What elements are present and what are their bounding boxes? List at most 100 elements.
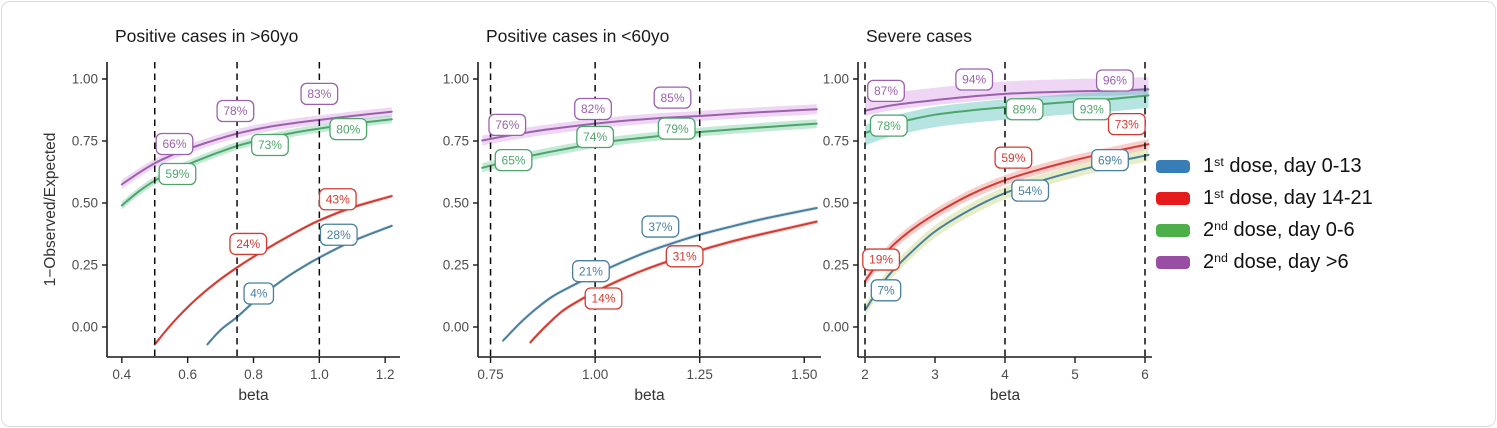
annotation-text: 37% xyxy=(648,220,672,234)
legend: 1st dose, day 0-13 1st dose, day 14-21 2nd… xyxy=(1156,150,1373,278)
annotation-dose2_late-76%: 76% xyxy=(488,113,527,137)
annotation-dose1_late-14%: 14% xyxy=(584,287,623,310)
annotation-box xyxy=(665,245,704,268)
legend-item-dose2_early: 2nd dose, day 0-6 xyxy=(1156,214,1373,246)
annotation-dose2_early-78%: 78% xyxy=(869,114,908,137)
annotation-text: 69% xyxy=(1098,153,1122,167)
axes: 0.00 0.25 0.50 0.75 1.00 0.4 0.6 0.8 1.0 1.2 xyxy=(72,62,400,382)
annotation-box xyxy=(870,279,902,302)
curve-dose1_late xyxy=(153,195,393,346)
annotation-box xyxy=(584,287,623,310)
figure-row: 0.00 0.25 0.50 0.75 1.00 0.4 0.6 0.8 1.0 1.2 beta 1… xyxy=(2,2,1495,404)
x-tick-label: 1.00 xyxy=(582,367,608,382)
annotation-box xyxy=(1091,148,1129,172)
annotation-dose2_late-94%: 94% xyxy=(955,68,994,91)
y-tick-label: 0.00 xyxy=(72,320,98,335)
curve-dose1_early xyxy=(502,207,818,342)
annotation-dose1_late-73%: 73% xyxy=(1107,112,1146,136)
y-tick-label: 0.75 xyxy=(72,134,98,149)
annotation-box xyxy=(318,188,357,211)
annotation-text: 74% xyxy=(583,130,607,144)
y-tick-label: 0.25 xyxy=(443,258,469,273)
x-tick-label: 4 xyxy=(1001,367,1009,382)
annotation-dose2_early-73%: 73% xyxy=(251,133,289,157)
annotation-text: 87% xyxy=(874,84,898,98)
annotation-labels: 66% 78% 83% 59% 73% 80% 24% 43% 4% 28% xyxy=(155,82,368,305)
annotation-text: 21% xyxy=(579,264,603,278)
annotation-box xyxy=(869,114,908,137)
annotation-box xyxy=(158,162,197,186)
annotation-box xyxy=(867,79,905,103)
annotation-text: 31% xyxy=(673,250,697,264)
y-tick-label: 0.50 xyxy=(443,196,469,211)
legend-label: 1st dose, day 14-21 xyxy=(1203,186,1373,209)
x-tick-label: 1.2 xyxy=(376,367,395,382)
annotation-box xyxy=(329,117,368,141)
band-dose1_late xyxy=(530,219,817,345)
annotation-text: 78% xyxy=(223,104,247,118)
annotation-text: 89% xyxy=(1013,102,1037,116)
x-tick-label: 1.0 xyxy=(310,367,329,382)
band-dose1_late xyxy=(154,194,392,347)
annotation-dose1_early-37%: 37% xyxy=(641,215,680,238)
annotation-box xyxy=(1005,98,1044,121)
annotation-text: 80% xyxy=(336,122,360,136)
annotation-text: 24% xyxy=(236,237,260,251)
y-tick-label: 0.75 xyxy=(443,134,469,149)
annotation-text: 14% xyxy=(591,292,615,306)
annotation-dose1_early-28%: 28% xyxy=(319,223,358,246)
legend-label: 1st dose, day 0-13 xyxy=(1203,154,1362,177)
annotation-box xyxy=(1011,179,1050,202)
curve-dose1_late xyxy=(529,220,818,344)
y-tick-label: 0.75 xyxy=(823,134,849,149)
annotation-text: 82% xyxy=(581,102,605,116)
annotation-box xyxy=(955,68,994,91)
y-tick-label: 0.25 xyxy=(823,258,849,273)
annotation-dose2_early-79%: 79% xyxy=(657,117,696,140)
curve-dose2_late xyxy=(864,88,1150,112)
x-tick-label: 0.75 xyxy=(477,367,503,382)
y-tick-label: 1.00 xyxy=(72,72,98,87)
chart-panel-positive-cases-under-60yo: 0.00 0.25 0.50 0.75 1.00 0.75 1.00 1.25 1.50 beta… xyxy=(443,26,821,404)
x-tick-label: 0.6 xyxy=(178,367,197,382)
x-axis-title: beta xyxy=(634,387,665,404)
annotation-dose1_late-31%: 31% xyxy=(665,245,704,268)
annotation-box xyxy=(653,86,692,109)
annotation-box xyxy=(576,125,615,149)
y-tick-label: 0.25 xyxy=(72,258,98,273)
annotation-box xyxy=(155,132,194,156)
annotation-dose2_early-89%: 89% xyxy=(1005,98,1044,121)
annotation-box xyxy=(488,113,527,137)
annotation-dose1_early-7%: 7% xyxy=(870,279,902,302)
y-tick-label: 0.50 xyxy=(823,196,849,211)
annotation-box xyxy=(319,223,358,246)
y-tick-label: 1.00 xyxy=(443,72,469,87)
annotation-text: 73% xyxy=(258,138,282,152)
annotation-box xyxy=(251,133,289,157)
annotation-text: 76% xyxy=(495,118,519,132)
legend-label: 2nd dose, day 0-6 xyxy=(1203,218,1355,241)
chart-panel-severe-cases: 0.00 0.25 0.50 0.75 1.00 2 3 4 5 6 beta Severe case… xyxy=(823,26,1152,404)
annotation-dose2_late-87%: 87% xyxy=(867,79,905,103)
annotation-box xyxy=(571,260,610,283)
annotation-dose2_early-93%: 93% xyxy=(1072,98,1111,121)
legend-swatch-dose1_late xyxy=(1156,191,1190,205)
annotation-box xyxy=(300,82,339,106)
annotation-text: 59% xyxy=(1001,151,1025,165)
annotation-dose1_late-43%: 43% xyxy=(318,188,357,211)
annotation-text: 96% xyxy=(1103,74,1127,88)
annotation-dose2_late-66%: 66% xyxy=(155,132,194,156)
annotation-text: 28% xyxy=(327,228,351,242)
annotation-dose2_late-85%: 85% xyxy=(653,86,692,109)
legend-swatch-dose1_early xyxy=(1156,159,1190,173)
annotation-box xyxy=(862,248,901,271)
y-tick-label: 1.00 xyxy=(823,72,849,87)
annotation-dose1_early-69%: 69% xyxy=(1091,148,1129,172)
annotation-text: 59% xyxy=(165,167,189,181)
annotation-box xyxy=(229,232,268,256)
panel-title: Severe cases xyxy=(866,26,972,46)
annotation-box xyxy=(641,215,680,238)
x-tick-label: 0.4 xyxy=(112,367,131,382)
x-axis-title: beta xyxy=(238,387,269,404)
